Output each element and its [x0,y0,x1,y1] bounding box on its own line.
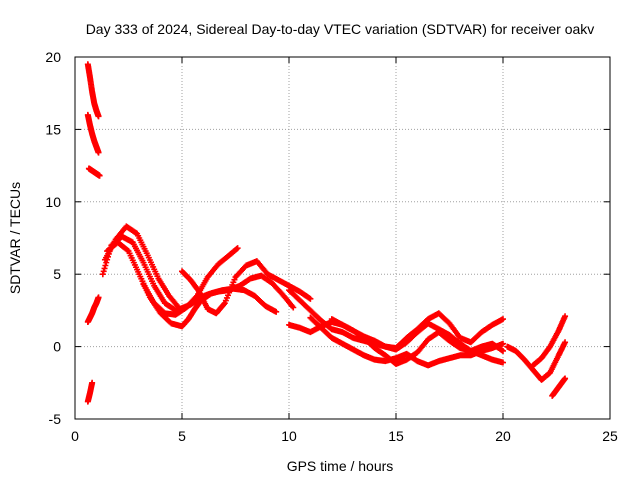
x-tick-label: 0 [71,428,79,444]
data-point [562,313,569,320]
data-point [234,245,241,252]
plot-frame [74,56,611,420]
x-tick-label: 20 [495,428,511,444]
series-track-negative [84,379,96,405]
data-point [100,268,107,275]
data-point [307,295,314,302]
x-tick-label: 5 [178,428,186,444]
y-tick-label: 15 [45,121,61,137]
series-track-late-c [549,375,569,399]
data-point [500,347,506,354]
data-point [99,271,106,278]
y-tick-label: -5 [49,411,62,427]
series-track-late-b [529,313,569,369]
data-point [95,294,102,301]
data-point [89,379,96,386]
y-tick-label: 0 [53,339,61,355]
data-point [500,359,506,366]
data-point [95,113,102,120]
series-track-main-d [179,258,314,317]
series-track-day-d [328,316,506,366]
series-track-low-rise [84,294,102,325]
series-track-main-e [140,272,297,318]
axis-ticks: 0 5 10 15 20 25 -5 0 5 10 15 20 [45,49,618,444]
data-point [102,262,109,269]
y-tick-label: 20 [45,49,61,65]
data-point [96,172,103,179]
x-axis-label: GPS time / hours [287,458,394,474]
data-point [290,304,297,311]
series-track-day-c [307,314,506,369]
x-tick-label: 15 [388,428,404,444]
x-tick-label: 25 [602,428,618,444]
series-track-high-b [84,111,102,156]
x-tick-label: 10 [281,428,297,444]
series-track-day-a [286,287,506,352]
y-tick-label: 10 [45,194,61,210]
series-track-mid [85,165,103,179]
data-point [500,340,506,347]
chart-title: Day 333 of 2024, Sidereal Day-to-day VTE… [86,21,595,37]
y-tick-label: 5 [53,266,61,282]
data-point [101,265,108,272]
data-point [220,301,227,308]
data-point [95,149,102,156]
data-point [124,247,131,254]
series-track-high-a [84,61,102,120]
data-points [84,61,569,405]
y-axis-label: SDTVAR / TECUs [7,182,23,294]
data-point [273,308,280,315]
data-point [562,375,569,382]
series-track-late-a [504,339,569,383]
data-point [500,316,506,323]
data-point [562,339,569,346]
